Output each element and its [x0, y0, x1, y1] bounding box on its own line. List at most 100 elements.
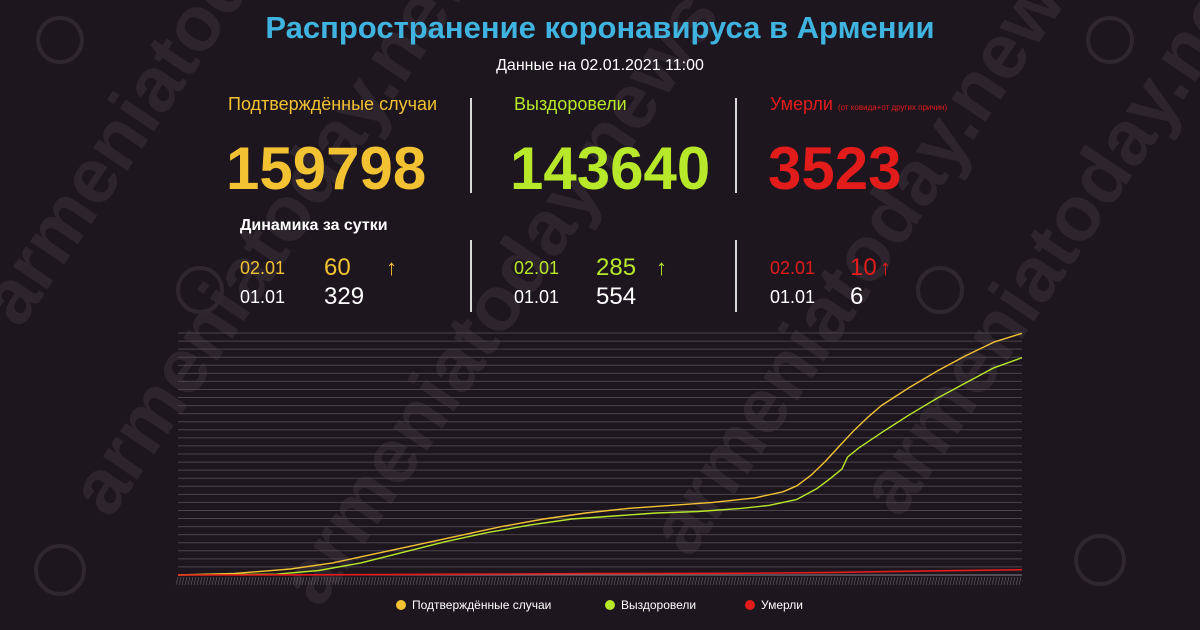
x-tick-mark: [415, 576, 419, 586]
x-tick-mark: [622, 576, 626, 586]
x-tick-mark: [1003, 576, 1007, 586]
dynamics-value: 6: [850, 283, 864, 310]
x-tick-mark: [985, 576, 989, 586]
x-tick-mark: [919, 576, 923, 586]
x-tick-mark: [610, 576, 614, 586]
x-tick-mark: [241, 576, 245, 586]
x-tick-mark: [895, 576, 899, 586]
x-tick-mark: [679, 576, 683, 586]
x-tick-mark: [397, 576, 401, 586]
x-tick-mark: [226, 576, 230, 586]
dynamics-value: 10: [850, 254, 877, 281]
x-tick-mark: [661, 576, 665, 586]
x-tick-mark: [940, 576, 944, 586]
x-tick-mark: [670, 576, 674, 586]
x-tick-mark: [535, 576, 539, 586]
series-line-confirmed: [177, 332, 1023, 576]
x-tick-mark: [517, 576, 521, 586]
x-tick-mark: [184, 576, 188, 586]
x-tick-mark: [757, 576, 761, 586]
x-tick-mark: [553, 576, 557, 586]
x-tick-mark: [361, 576, 365, 586]
x-tick-mark: [250, 576, 254, 586]
x-tick-mark: [949, 576, 953, 586]
x-tick-mark: [190, 576, 194, 586]
x-tick-mark: [739, 576, 743, 586]
x-tick-mark: [574, 576, 578, 586]
chart-lines: [177, 332, 1023, 576]
chart-grid: [178, 332, 1022, 576]
stat-recovered-value: 143640: [510, 135, 711, 202]
x-tick-mark: [409, 576, 413, 586]
legend-dot-icon: [396, 600, 406, 610]
x-tick-mark: [595, 576, 599, 586]
x-tick-mark: [568, 576, 572, 586]
x-tick-mark: [538, 576, 542, 586]
x-tick-mark: [571, 576, 575, 586]
x-tick-mark: [973, 576, 977, 586]
x-tick-mark: [880, 576, 884, 586]
x-tick-mark: [364, 576, 368, 586]
x-tick-mark: [322, 576, 326, 586]
x-tick-mark: [439, 576, 443, 586]
x-tick-mark: [751, 576, 755, 586]
x-tick-mark: [178, 576, 182, 586]
x-tick-mark: [853, 576, 857, 586]
x-tick-mark: [247, 576, 251, 586]
x-tick-mark: [598, 576, 602, 586]
x-tick-mark: [673, 576, 677, 586]
x-tick-mark: [787, 576, 791, 586]
x-tick-mark: [901, 576, 905, 586]
x-tick-mark: [343, 576, 347, 586]
x-tick-mark: [400, 576, 404, 586]
x-tick-mark: [994, 576, 998, 586]
x-tick-mark: [223, 576, 227, 586]
x-tick-mark: [637, 576, 641, 586]
arrow-up-icon: ↑: [656, 255, 667, 280]
x-tick-mark: [1018, 576, 1022, 586]
x-tick-mark: [655, 576, 659, 586]
dynamics-value: 60: [324, 254, 351, 281]
x-tick-mark: [181, 576, 185, 586]
x-tick-mark: [478, 576, 482, 586]
x-tick-mark: [199, 576, 203, 586]
x-tick-mark: [433, 576, 437, 586]
x-tick-mark: [862, 576, 866, 586]
x-tick-mark: [331, 576, 335, 586]
x-tick-mark: [298, 576, 302, 586]
x-tick-mark: [283, 576, 287, 586]
x-tick-mark: [628, 576, 632, 586]
x-tick-mark: [778, 576, 782, 586]
x-tick-mark: [265, 576, 269, 586]
x-tick-mark: [463, 576, 467, 586]
x-tick-mark: [280, 576, 284, 586]
dynamics-date: 02.01: [240, 258, 286, 278]
divider: [470, 98, 472, 193]
x-tick-mark: [382, 576, 386, 586]
x-tick-mark: [217, 576, 221, 586]
stat-deaths-note: (от ковида+от других причин): [837, 103, 948, 112]
dynamics-date: 02.01: [514, 258, 560, 278]
x-tick-mark: [907, 576, 911, 586]
x-tick-mark: [418, 576, 422, 586]
x-tick-mark: [427, 576, 431, 586]
x-tick-mark: [412, 576, 416, 586]
x-tick-mark: [550, 576, 554, 586]
x-tick-mark: [838, 576, 842, 586]
x-tick-mark: [664, 576, 668, 586]
x-tick-mark: [742, 576, 746, 586]
x-tick-mark: [460, 576, 464, 586]
x-tick-mark: [910, 576, 914, 586]
x-tick-mark: [268, 576, 272, 586]
x-tick-mark: [244, 576, 248, 586]
x-tick-mark: [508, 576, 512, 586]
x-tick-mark: [481, 576, 485, 586]
x-tick-mark: [724, 576, 728, 586]
x-tick-mark: [766, 576, 770, 586]
x-tick-mark: [292, 576, 296, 586]
x-tick-mark: [727, 576, 731, 586]
x-tick-mark: [451, 576, 455, 586]
x-tick-mark: [205, 576, 209, 586]
arrow-up-icon: ↑: [386, 255, 397, 280]
x-tick-mark: [865, 576, 869, 586]
